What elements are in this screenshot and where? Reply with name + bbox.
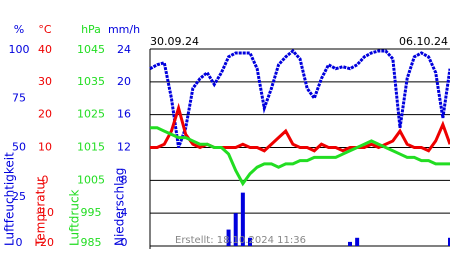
precipitation-bar [248,237,252,246]
y-tick-label: 985 [81,236,102,249]
precipitation-bar [448,237,450,246]
series-name: Luftdruck [68,189,82,246]
y-tick-label: 10 [38,141,52,154]
series-line [150,126,450,187]
series-line [150,102,450,153]
y-tick-label: 995 [81,206,102,219]
y-tick-label: 0 [16,236,23,249]
precipitation-bar [355,237,360,246]
precipitation-bar [348,241,352,246]
y-tick-label: 20 [38,108,52,121]
y-tick-label: 1005 [77,173,105,186]
y-tick-label: 12 [117,141,131,154]
y-tick-label: -20 [36,236,54,249]
date-label: 30.09.24 [150,35,199,48]
y-tick-label: 1025 [77,108,105,121]
y-tick-label: 24 [117,43,131,56]
y-tick-label: 0 [42,173,49,186]
unit-label: hPa [81,23,101,36]
y-tick-label: 75 [12,91,26,104]
y-tick-label: 20 [117,75,131,88]
series-name: Temperatur [34,177,48,247]
y-tick-label: 100 [9,43,30,56]
y-tick-label: 1035 [77,75,105,88]
y-tick-label: 0 [121,236,128,249]
y-tick-label: 30 [38,75,52,88]
precipitation-bar [240,192,245,246]
series-line [149,48,450,149]
y-tick-label: 1015 [77,141,105,154]
series-name: Luftfeuchtigkeit [3,152,17,246]
unit-label: mm/h [108,23,140,36]
precipitation-bar [226,229,231,246]
y-tick-label: 50 [12,141,26,154]
y-tick-label: 16 [117,108,131,121]
series-name: Niederschlag [113,168,127,246]
y-tick-label: 8 [121,173,128,186]
footer: Erstellt: 18.10.2024 11:36 [175,235,306,246]
y-tick-label: 1045 [77,43,105,56]
date-label: 06.10.24 [399,35,448,48]
y-tick-label: -10 [36,206,54,219]
y-tick-label: 40 [38,43,52,56]
unit-label: % [14,23,24,36]
y-tick-label: 4 [121,206,128,219]
precipitation-bar [233,213,238,246]
y-tick-label: 25 [12,190,26,203]
unit-label: °C [38,23,52,36]
